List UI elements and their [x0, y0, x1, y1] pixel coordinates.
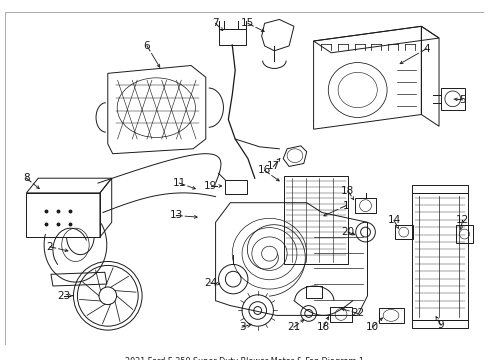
Bar [284, 176, 347, 265]
Text: 5: 5 [458, 95, 465, 105]
Bar [411, 185, 468, 193]
Bar [306, 286, 322, 298]
Text: 12: 12 [455, 215, 468, 225]
Text: 2021 Ford F-250 Super Duty Blower Motor & Fan Diagram 1: 2021 Ford F-250 Super Duty Blower Motor … [125, 356, 363, 360]
Bar [411, 193, 468, 320]
Text: 7: 7 [212, 18, 219, 28]
Text: 6: 6 [143, 41, 150, 51]
Text: 18: 18 [316, 322, 329, 332]
Bar [218, 29, 245, 45]
Text: 9: 9 [437, 320, 444, 330]
Text: 19: 19 [203, 181, 217, 191]
Text: 13: 13 [169, 211, 183, 220]
Text: 11: 11 [172, 178, 185, 188]
Text: 14: 14 [386, 215, 400, 225]
Bar [379, 307, 403, 323]
Bar [440, 88, 464, 109]
Text: 15: 15 [241, 18, 254, 28]
Text: 18: 18 [341, 186, 354, 196]
Text: 2: 2 [46, 242, 53, 252]
Text: 20: 20 [341, 227, 354, 237]
Text: 4: 4 [422, 44, 429, 54]
Text: 17: 17 [266, 161, 280, 171]
Text: 10: 10 [365, 322, 378, 332]
Bar [329, 307, 351, 322]
Bar [455, 225, 472, 243]
Text: 22: 22 [350, 309, 364, 319]
Text: 16: 16 [258, 165, 271, 175]
Text: 23: 23 [57, 291, 70, 301]
Bar [225, 180, 246, 194]
Text: 3: 3 [238, 322, 245, 332]
Text: 24: 24 [203, 278, 217, 288]
Bar [394, 225, 412, 239]
Text: 1: 1 [342, 201, 348, 211]
Bar [411, 320, 468, 328]
Text: 8: 8 [23, 173, 30, 183]
Bar [354, 198, 376, 213]
Text: 21: 21 [287, 322, 300, 332]
